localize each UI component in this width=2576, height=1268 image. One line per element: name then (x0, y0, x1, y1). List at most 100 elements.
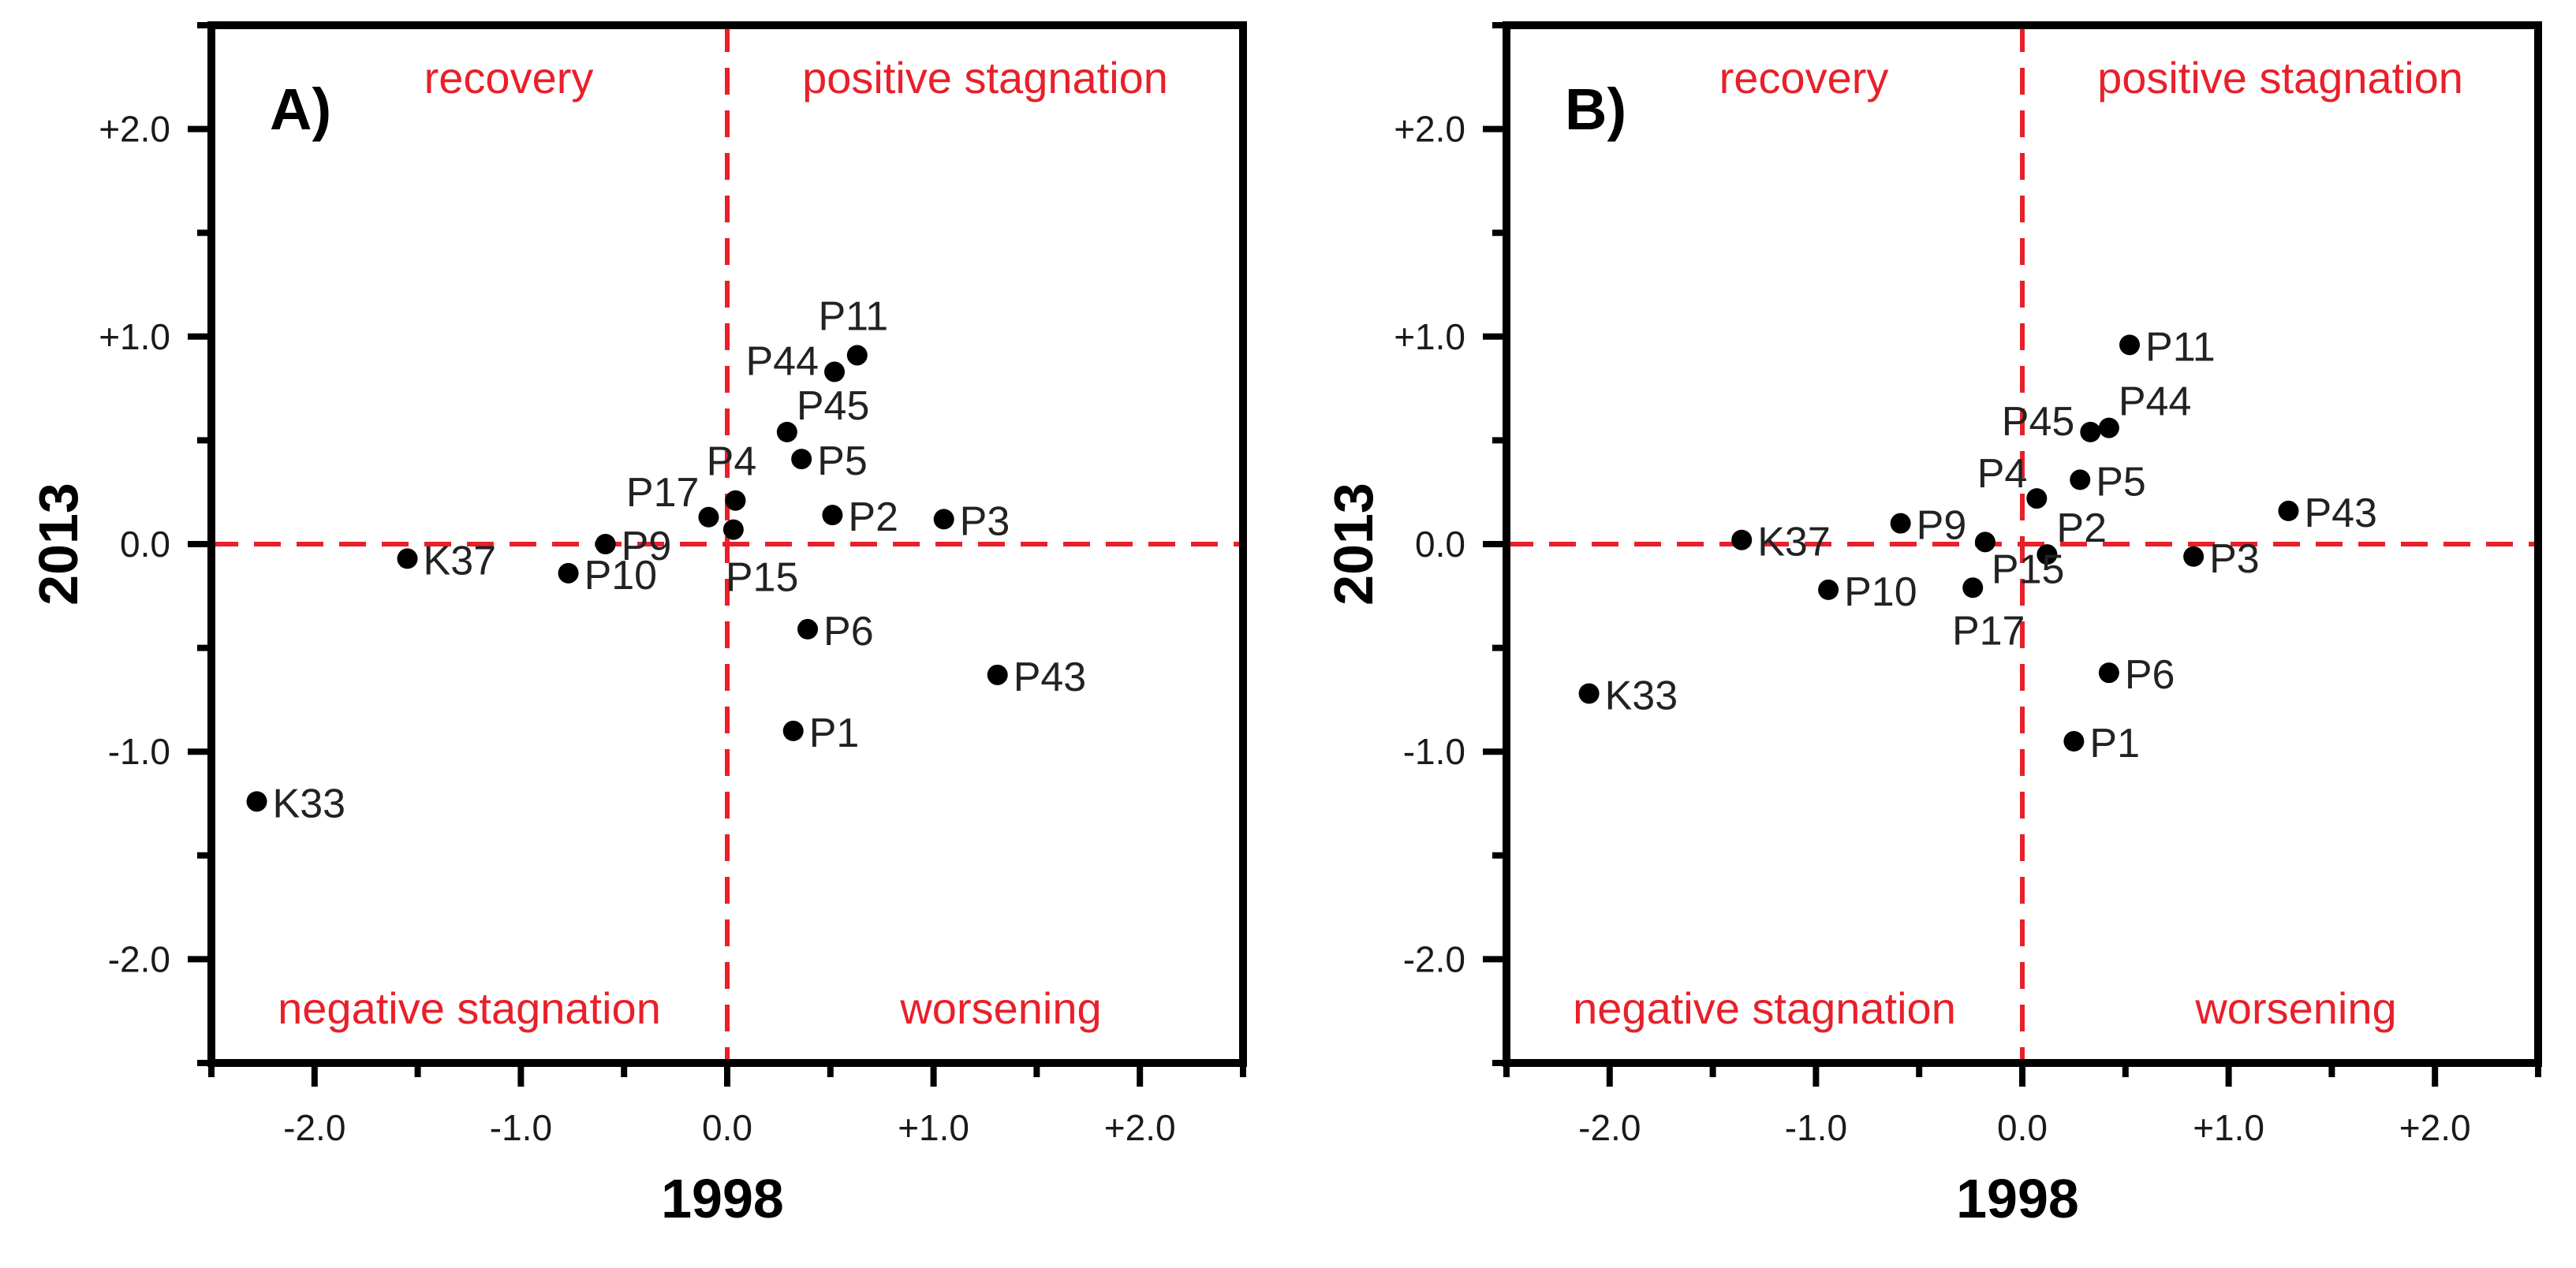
quadrant-label-positive-stagnation: positive stagnation (802, 53, 1168, 103)
x-tick-label: -1.0 (490, 1107, 552, 1148)
x-tick-label: +2.0 (1104, 1107, 1176, 1148)
data-point-k33 (1578, 683, 1600, 704)
data-point-label: P3 (2209, 536, 2260, 582)
quadrant-label-negative-stagnation: negative stagnation (278, 983, 661, 1033)
data-point-label: P1 (809, 710, 860, 756)
x-tick-label: +1.0 (2193, 1107, 2264, 1148)
data-point-p43 (987, 664, 1008, 685)
data-point-p11 (2119, 334, 2141, 356)
x-tick-label: 0.0 (702, 1107, 752, 1148)
y-axis-title: 2013 (1323, 483, 1384, 606)
panel-a: -2.0 -1.0 0.0 +1.0 +2.0 -2.0 -1.0 0.0 +1.0 +2.0 19… (28, 21, 1247, 1229)
data-point-label: P15 (1992, 546, 2065, 592)
x-tick-label: -2.0 (1578, 1107, 1641, 1148)
x-axis-title: 1998 (661, 1168, 784, 1229)
data-point-label: P10 (584, 553, 658, 599)
quadrant-label-worsening: worsening (899, 983, 1101, 1033)
data-point-label: P11 (2145, 324, 2216, 370)
data-point-label: P5 (2096, 459, 2146, 505)
y-tick-label: 0.0 (120, 524, 170, 565)
panel-b: -2.0 -1.0 0.0 +1.0 +2.0 -2.0 -1.0 0.0 +1.0 +2.0 19… (1323, 21, 2542, 1229)
data-point-p1 (782, 720, 804, 741)
data-point-p2 (2037, 544, 2058, 565)
data-point-p11 (846, 345, 868, 366)
data-point-p3 (933, 509, 954, 530)
data-point-label: P45 (797, 383, 870, 429)
y-tick-label: -1.0 (108, 731, 170, 772)
data-point-p1 (2063, 731, 2085, 752)
data-point-label: P45 (2002, 399, 2075, 445)
x-tick-label: +1.0 (898, 1107, 969, 1148)
y-axis-title: 2013 (28, 483, 89, 606)
y-tick-label: +2.0 (99, 109, 170, 150)
y-tick-label: +2.0 (1394, 109, 1465, 150)
data-point-p6 (2098, 662, 2119, 684)
data-point-label: P5 (817, 438, 868, 484)
data-point-p43 (2278, 500, 2299, 521)
data-point-label: P9 (1917, 503, 1967, 549)
y-tick-label: -2.0 (108, 938, 170, 979)
data-point-p5 (791, 449, 812, 470)
data-point-label: P17 (1952, 608, 2025, 654)
quadrant-label-recovery: recovery (1719, 53, 1889, 103)
x-tick-label: -1.0 (1785, 1107, 1847, 1148)
data-point-label: P1 (2089, 721, 2140, 766)
data-point-label: P44 (2119, 379, 2192, 425)
data-point-k37 (397, 548, 418, 569)
data-point-label: P6 (823, 609, 874, 655)
data-point-label: P9 (622, 524, 672, 569)
data-point-label: P3 (960, 498, 1010, 544)
data-point-label: P6 (2125, 652, 2175, 698)
data-point-label: P44 (746, 339, 819, 385)
data-point-label: P17 (626, 470, 700, 516)
data-point-label: K33 (273, 781, 346, 826)
data-point-label: K33 (1605, 673, 1678, 719)
data-point-label: P43 (1014, 655, 1087, 700)
data-point-k37 (1731, 529, 1753, 550)
quadrant-label-worsening: worsening (2194, 983, 2396, 1033)
data-point-p4 (725, 490, 746, 511)
data-point-label: P2 (2056, 505, 2107, 551)
data-point-p10 (558, 562, 579, 584)
panel-label: B) (1565, 76, 1626, 142)
data-point-p15 (1974, 531, 1995, 553)
data-point-p9 (595, 534, 616, 554)
data-point-p3 (2183, 546, 2205, 567)
data-point-p15 (722, 519, 744, 540)
quadrant-label-negative-stagnation: negative stagnation (1573, 983, 1956, 1033)
data-point-label: P11 (818, 293, 888, 339)
data-point-label: K37 (424, 538, 497, 584)
data-point-p2 (822, 505, 843, 526)
data-point-label: P15 (726, 555, 799, 601)
data-point-label: K37 (1757, 520, 1831, 565)
data-point-p44 (824, 361, 846, 382)
data-point-p9 (1890, 513, 1911, 534)
data-point-label: P4 (1977, 451, 2028, 497)
data-point-p4 (2026, 488, 2048, 509)
data-point-p5 (2070, 469, 2091, 490)
data-point-p44 (2098, 417, 2119, 438)
data-point-p17 (698, 506, 719, 528)
data-point-label: P10 (1844, 569, 1917, 615)
quadrant-label-recovery: recovery (424, 53, 594, 103)
data-point-k33 (246, 791, 267, 812)
data-point-p45 (2080, 421, 2101, 442)
quadrant-label-positive-stagnation: positive stagnation (2097, 53, 2463, 103)
data-point-p45 (776, 421, 797, 442)
x-tick-label: -2.0 (283, 1107, 345, 1148)
y-tick-label: +1.0 (1394, 316, 1465, 357)
data-point-p10 (1818, 579, 1839, 600)
x-tick-label: 0.0 (1997, 1107, 2048, 1148)
y-tick-label: -1.0 (1403, 731, 1465, 772)
data-point-label: P4 (707, 439, 757, 485)
data-point-p17 (1962, 577, 1984, 599)
y-tick-label: +1.0 (99, 316, 170, 357)
data-point-label: P2 (848, 494, 898, 540)
y-tick-label: 0.0 (1415, 524, 1465, 565)
panel-label: A) (270, 76, 331, 142)
data-point-label: P43 (2304, 490, 2377, 536)
y-tick-label: -2.0 (1403, 938, 1465, 979)
x-tick-label: +2.0 (2399, 1107, 2471, 1148)
x-axis-title: 1998 (1956, 1168, 2079, 1229)
